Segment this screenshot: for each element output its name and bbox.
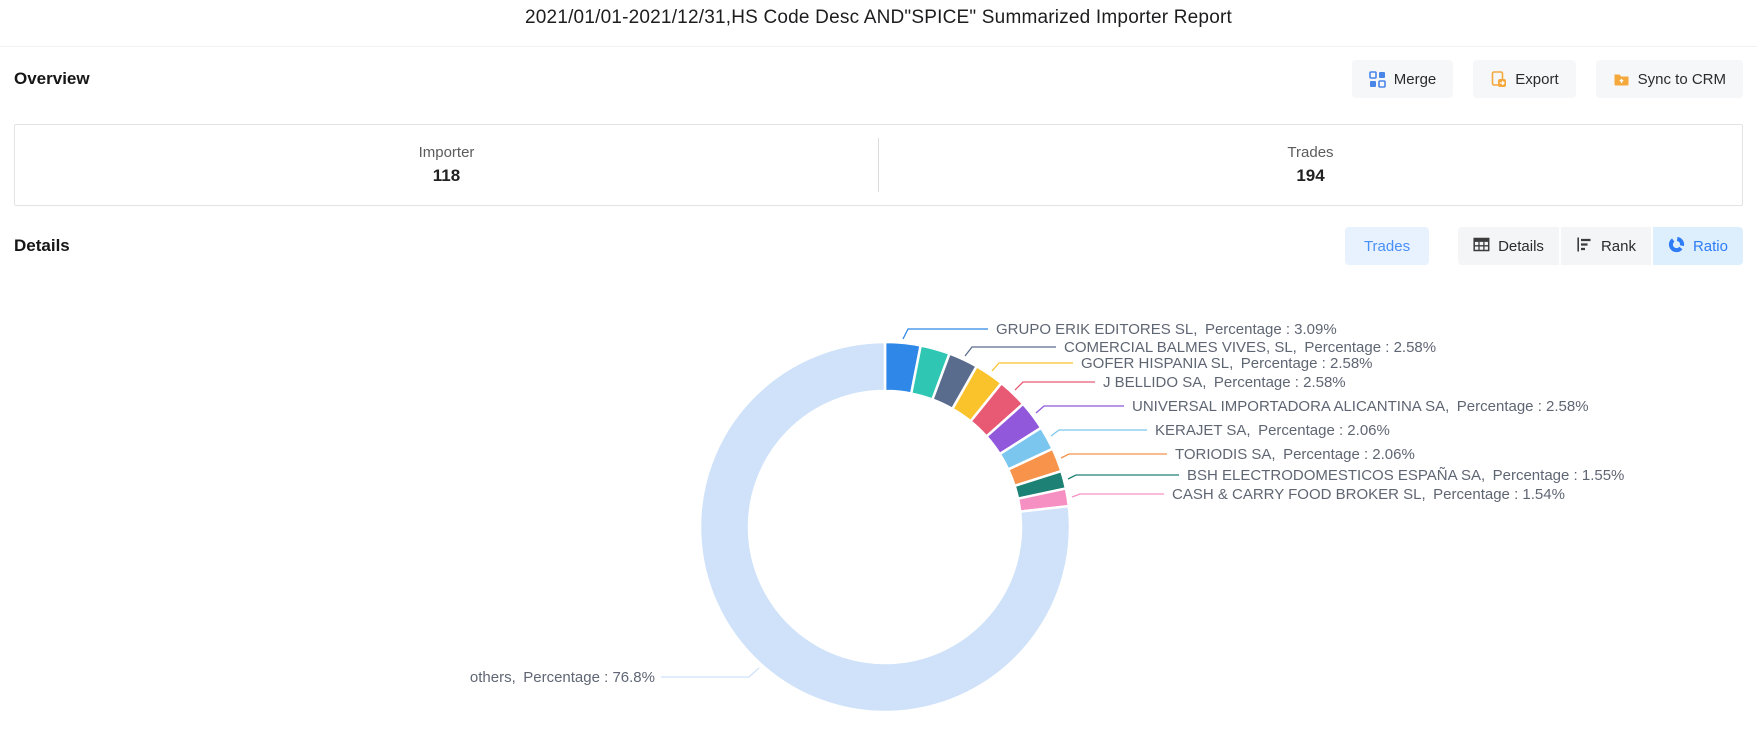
overview-heading: Overview [14,69,90,88]
slice-label: GRUPO ERIK EDITORES SL, Percentage : 3.0… [996,321,1337,338]
page-title: 2021/01/01-2021/12/31,HS Code Desc AND"S… [525,7,1232,28]
overview-header: Overview Merge Export [14,58,1743,100]
tab-details[interactable]: Details [1458,227,1559,265]
stat-divider [878,138,879,192]
merge-button-label: Merge [1393,70,1437,88]
importer-ratio-chart: GRUPO ERIK EDITORES SL, Percentage : 3.0… [0,270,1757,724]
label-leader-line [1067,474,1179,480]
tab-ratio[interactable]: Ratio [1652,227,1743,265]
tab-rank[interactable]: Rank [1560,227,1651,265]
slice-label: UNIVERSAL IMPORTADORA ALICANTINA SA, Per… [1132,398,1589,415]
export-icon [1490,70,1507,88]
view-switcher: Details Rank Ratio [1458,227,1743,265]
label-leader-line [1035,405,1124,414]
slice-label: GOFER HISPANIA SL, Percentage : 2.58% [1081,355,1373,372]
label-leader-line [991,362,1073,372]
stat-importer-value: 118 [432,166,461,185]
export-button[interactable]: Export [1473,60,1576,98]
details-heading: Details [14,236,70,255]
table-icon [1473,236,1490,257]
stat-importer: Importer 118 [15,125,878,205]
slice-label: J BELLIDO SA, Percentage : 2.58% [1103,374,1346,391]
tab-rank-label: Rank [1600,237,1636,255]
sync-to-crm-button-label: Sync to CRM [1637,70,1726,88]
stat-trades-value: 194 [1296,166,1325,185]
donut-icon [1668,236,1685,257]
label-leader-line [661,667,760,678]
merge-icon [1368,70,1386,88]
overview-stats-card: Importer 118 Trades 194 [14,124,1743,206]
slice-label: TORIODIS SA, Percentage : 2.06% [1175,446,1415,463]
label-leader-line [1014,381,1095,391]
details-header: Details Trades Details [14,226,1743,266]
details-actions: Trades Details [1344,227,1743,265]
export-button-label: Export [1515,70,1559,88]
folder-sync-icon [1613,71,1630,88]
label-leader-line [1071,493,1164,498]
toolbar-actions: Merge Export Sync to CRM [1351,60,1743,98]
rank-icon [1576,236,1593,257]
tab-ratio-label: Ratio [1692,237,1728,255]
trades-button-label: Trades [1363,237,1411,255]
label-leader-line [1050,429,1147,437]
pie-slice[interactable] [698,340,1072,714]
label-leader-line [902,328,988,340]
title-divider [0,46,1757,47]
label-leader-line [964,346,1056,357]
merge-button[interactable]: Merge [1351,60,1454,98]
ratio-chart-svg: GRUPO ERIK EDITORES SL, Percentage : 3.0… [470,321,1624,714]
slice-label: CASH & CARRY FOOD BROKER SL, Percentage … [1172,486,1565,503]
label-leader-line [1060,453,1167,459]
stat-trades: Trades 194 [879,125,1742,205]
trades-button[interactable]: Trades [1344,227,1430,265]
slice-label: others, Percentage : 76.8% [470,669,655,686]
stat-trades-label: Trades [1287,144,1334,161]
slice-label: BSH ELECTRODOMESTICOS ESPAÑA SA, Percent… [1187,467,1624,484]
slice-label: COMERCIAL BALMES VIVES, SL, Percentage :… [1064,339,1436,356]
tab-details-label: Details [1498,237,1544,255]
slice-label: KERAJET SA, Percentage : 2.06% [1155,422,1390,439]
sync-to-crm-button[interactable]: Sync to CRM [1595,60,1743,98]
stat-importer-label: Importer [418,144,475,161]
